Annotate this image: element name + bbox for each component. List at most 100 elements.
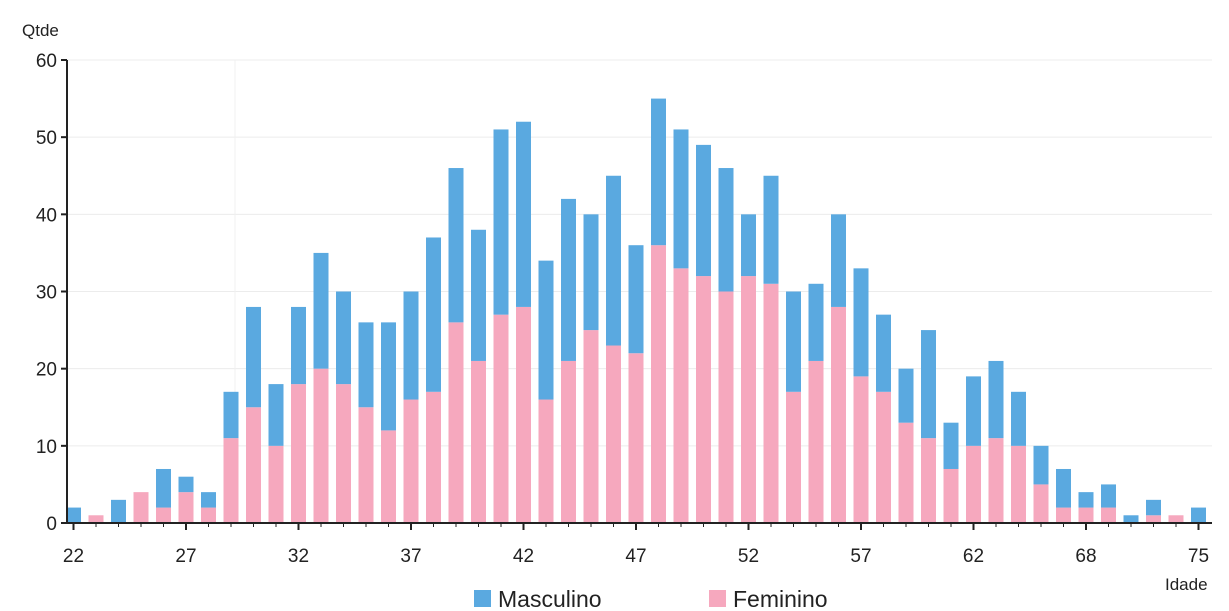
bar-feminino	[943, 468, 959, 523]
bar-masculino	[898, 368, 914, 423]
bar-feminino	[88, 515, 104, 523]
bar-masculino	[718, 168, 734, 292]
y-tick-label: 20	[36, 360, 57, 381]
bar-masculino	[538, 260, 554, 400]
bar-feminino	[538, 399, 554, 523]
x-tick-label: 52	[738, 546, 759, 567]
bar-masculino	[223, 391, 239, 439]
bar-masculino	[1191, 507, 1206, 523]
bar-masculino	[1146, 499, 1161, 516]
bar-masculino	[426, 237, 441, 392]
legend-label-feminino: Feminino	[733, 586, 828, 611]
bar-feminino	[966, 445, 981, 523]
y-tick-label: 50	[36, 128, 57, 149]
bar-masculino	[921, 330, 936, 439]
bar-masculino	[291, 306, 306, 385]
bar-masculino	[1078, 492, 1094, 508]
bar-feminino	[291, 384, 306, 523]
x-tick-label: 57	[850, 546, 871, 567]
legend: Masculino Feminino	[474, 586, 828, 611]
bar-feminino	[1168, 515, 1184, 523]
bar-feminino	[1146, 515, 1161, 523]
x-tick-label: 27	[175, 546, 196, 567]
bar-feminino	[156, 507, 171, 523]
bar-feminino	[471, 360, 486, 523]
y-tick-label: 0	[46, 514, 57, 535]
y-axis-title: Qtde	[22, 21, 59, 40]
bar-masculino	[808, 283, 824, 361]
bar-feminino	[336, 384, 351, 523]
bar-feminino	[763, 283, 779, 523]
bar-feminino	[448, 322, 464, 523]
bar-masculino	[178, 476, 194, 493]
legend-label-masculino: Masculino	[498, 586, 602, 611]
bar-masculino	[853, 268, 869, 377]
bar-feminino	[403, 399, 419, 523]
bar-masculino	[381, 322, 396, 431]
bar-masculino	[201, 492, 216, 508]
bar-masculino	[313, 252, 329, 369]
bar-masculino	[696, 144, 711, 277]
bar-feminino	[876, 391, 891, 523]
bar-masculino	[741, 214, 756, 277]
bar-masculino	[358, 322, 374, 408]
bar-masculino	[876, 314, 891, 392]
bar-masculino	[943, 422, 959, 469]
bar-feminino	[358, 407, 374, 523]
bar-masculino	[561, 198, 576, 361]
y-tick-label: 40	[36, 205, 57, 226]
bar-feminino	[583, 330, 599, 523]
bar-masculino	[651, 98, 666, 246]
bar-feminino	[898, 422, 914, 523]
x-axis-title: Idade	[1165, 575, 1208, 594]
bar-feminino	[493, 314, 509, 523]
bar-masculino	[831, 214, 846, 307]
bar-masculino	[471, 229, 486, 361]
bar-masculino	[763, 175, 779, 284]
bar-feminino	[246, 407, 261, 523]
bar-feminino	[673, 268, 689, 523]
bar-masculino	[1101, 484, 1116, 508]
bar-masculino	[966, 376, 981, 446]
y-tick-label: 30	[36, 283, 57, 304]
bar-feminino	[516, 306, 531, 523]
bar-masculino	[246, 306, 261, 408]
bar-feminino	[133, 492, 149, 523]
bar-feminino	[921, 438, 936, 523]
bar-feminino	[381, 430, 396, 523]
bar-masculino	[516, 121, 531, 307]
bar-masculino	[156, 468, 171, 508]
bar-masculino	[493, 129, 509, 315]
bar-feminino	[1033, 484, 1049, 523]
bar-feminino	[628, 353, 644, 523]
x-tick-label: 32	[288, 546, 309, 567]
bar-masculino	[606, 175, 621, 346]
bar-feminino	[223, 438, 239, 523]
bar-masculino	[268, 384, 284, 446]
bar-masculino	[1123, 515, 1139, 523]
bar-feminino	[718, 291, 734, 523]
bar-masculino	[1056, 468, 1071, 508]
bar-masculino	[673, 129, 689, 269]
y-ticks: 0 10 20 30 40 50 60	[36, 51, 67, 535]
y-tick-label: 60	[36, 51, 57, 72]
bar-feminino	[426, 391, 441, 523]
bar-masculino	[403, 291, 419, 400]
bar-feminino	[853, 376, 869, 523]
bar-masculino	[786, 291, 801, 392]
bar-feminino	[1101, 507, 1116, 523]
x-ticks: 22 27 32 37 42 47 52 57 62 68 75	[63, 523, 1209, 567]
bar-feminino	[696, 276, 711, 523]
bar-feminino	[313, 368, 329, 523]
bar-feminino	[988, 438, 1004, 523]
x-tick-label: 22	[63, 546, 84, 567]
bar-masculino	[448, 168, 464, 323]
bar-feminino	[741, 276, 756, 523]
bar-masculino	[1033, 445, 1049, 485]
bar-feminino	[201, 507, 216, 523]
bar-feminino	[1078, 507, 1094, 523]
bar-feminino	[178, 492, 194, 523]
bar-feminino	[831, 306, 846, 523]
bar-masculino	[336, 291, 351, 385]
